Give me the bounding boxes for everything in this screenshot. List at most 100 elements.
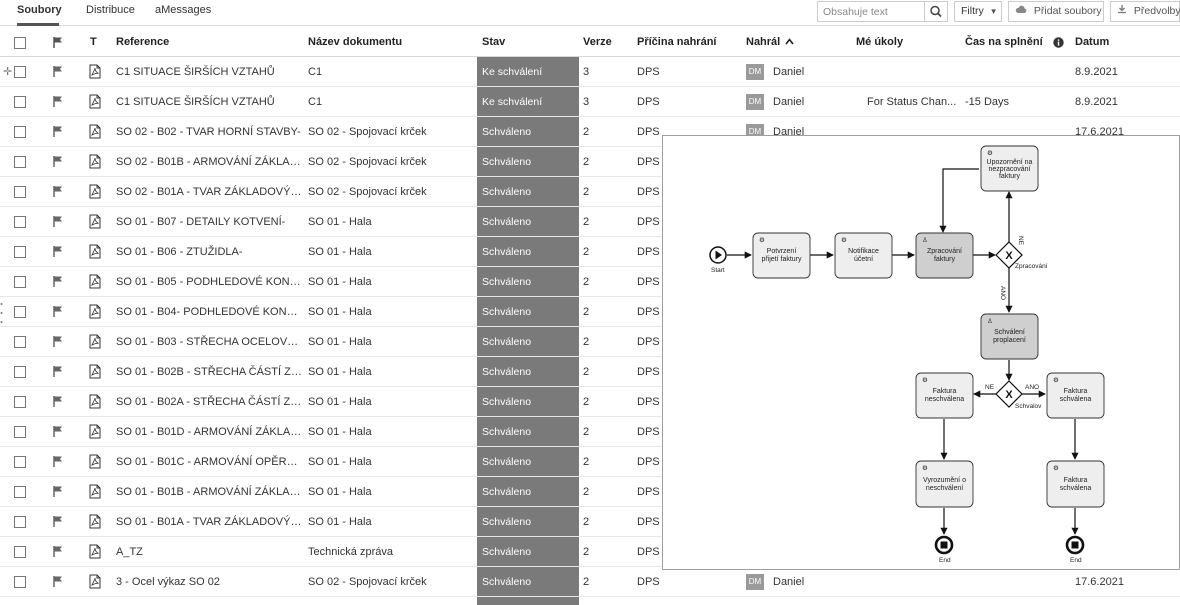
start-label: Start [711, 267, 725, 274]
reference-cell[interactable]: SO 01 - B02B - STŘECHA ČÁSTÍ ZÁ... [116, 366, 302, 378]
reference-cell[interactable]: SO 01 - B04- PODHLEDOVÉ KONST... [116, 306, 302, 318]
row-checkbox[interactable] [14, 186, 26, 198]
col-time-to-complete[interactable]: Čas na splnění [965, 36, 1043, 48]
row-checkbox[interactable] [14, 156, 26, 168]
row-checkbox[interactable] [14, 276, 26, 288]
flag-icon[interactable] [52, 365, 64, 381]
flag-icon[interactable] [52, 455, 64, 471]
reference-cell[interactable]: SO 01 - B03 - STŘECHA OCELOVÉ ... [116, 336, 302, 348]
table-row[interactable]: SO 01 - B03 - STŘECHA OCELOVÉ ... SO 01 -… [0, 327, 1180, 357]
row-checkbox[interactable] [14, 576, 26, 588]
table-row[interactable]: SO 01 - B06 - ZTUŽIDLA- SO 01 - Hala Schvá… [0, 237, 1180, 267]
row-checkbox[interactable] [14, 396, 26, 408]
flag-icon[interactable] [52, 95, 64, 111]
row-checkbox[interactable] [14, 126, 26, 138]
reference-cell[interactable]: SO 01 - B06 - ZTUŽIDLA- [116, 246, 243, 258]
flag-icon[interactable] [52, 185, 64, 201]
status-cell: Schváleno [482, 516, 532, 528]
flag-icon[interactable] [52, 335, 64, 351]
table-row[interactable]: ✛ C1 SITUACE ŠIRŠÍCH VZTAHŮ C1 Ke schválení… [0, 57, 1180, 87]
row-checkbox[interactable] [14, 426, 26, 438]
flag-icon[interactable] [52, 305, 64, 321]
col-date[interactable]: Datum [1075, 36, 1110, 48]
row-checkbox[interactable] [14, 96, 26, 108]
status-cell: Schváleno [482, 156, 532, 168]
flag-icon[interactable] [52, 485, 64, 501]
status-cell: Schváleno [482, 306, 532, 318]
reference-cell[interactable]: SO 01 - B01B - ARMOVÁNÍ ZÁKLAD... [116, 486, 302, 498]
info-icon[interactable] [1053, 37, 1064, 48]
search-input[interactable] [817, 1, 924, 22]
reference-cell[interactable]: SO 02 - B01B - ARMOVÁNÍ ZÁKLAD... [116, 156, 302, 168]
table-row[interactable]: SO 01 - B04- PODHLEDOVÉ KONST... SO 01 - … [0, 297, 1180, 327]
col-type[interactable]: T [90, 36, 97, 48]
row-checkbox[interactable] [14, 306, 26, 318]
row-checkbox[interactable] [14, 66, 26, 78]
flag-icon[interactable] [52, 125, 64, 141]
select-all-checkbox[interactable] [14, 37, 26, 49]
add-files-button[interactable]: Přidat soubory [1008, 1, 1104, 22]
reference-cell[interactable]: SO 01 - B01D - ARMOVÁNÍ ZÁKLAD... [116, 426, 302, 438]
task-confirm-line1: Potvrzení [767, 248, 797, 255]
row-checkbox[interactable] [14, 366, 26, 378]
table-row[interactable]: SO 01 - B01C - ARMOVÁNÍ OPĚRNÝ... SO 01 -… [0, 447, 1180, 477]
row-checkbox[interactable] [14, 336, 26, 348]
flag-icon[interactable] [52, 395, 64, 411]
flag-icon[interactable] [52, 545, 64, 561]
row-checkbox[interactable] [14, 516, 26, 528]
flag-icon[interactable] [52, 155, 64, 171]
drag-handle-icon[interactable]: ✛ [3, 66, 13, 78]
table-row[interactable]: SO 01 - B05 - PODHLEDOVÉ KONST... SO 01 -… [0, 267, 1180, 297]
row-checkbox[interactable] [14, 246, 26, 258]
col-upload-reason[interactable]: Příčina nahrání [637, 36, 717, 48]
flag-icon[interactable] [52, 215, 64, 231]
table-row[interactable]: SO 01 - B01A - TVAR ZÁKLADOVÝC... SO 01 -… [0, 507, 1180, 537]
table-row[interactable]: SO 01 - B01D - ARMOVÁNÍ ZÁKLAD... SO 01 -… [0, 417, 1180, 447]
col-document-name[interactable]: Název dokumentu [308, 36, 403, 48]
table-row[interactable]: 3 - Ocel výkaz SO 02 SO 02 - Spojovací kr… [0, 567, 1180, 597]
row-checkbox[interactable] [14, 546, 26, 558]
search-button[interactable] [924, 1, 948, 22]
flag-icon[interactable] [52, 275, 64, 291]
reference-cell[interactable]: SO 01 - B01C - ARMOVÁNÍ OPĚRNÝ... [116, 456, 302, 468]
flag-icon[interactable] [52, 575, 64, 591]
filters-button[interactable]: Filtry ▼ [954, 1, 1002, 22]
table-row[interactable]: C1 SITUACE ŠIRŠÍCH VZTAHŮ C1 Ke schválení 3… [0, 87, 1180, 117]
table-row[interactable]: A_TZ Technická zpráva Schváleno 2 DPS [0, 537, 1180, 567]
tab-amessages[interactable]: aMessages [155, 4, 212, 16]
col-version[interactable]: Verze [583, 36, 612, 48]
flag-icon[interactable] [52, 515, 64, 531]
reference-cell[interactable]: SO 02 - B02 - TVAR HORNÍ STAVBY- [116, 126, 301, 138]
preferences-button[interactable]: Předvolby [1110, 1, 1180, 22]
col-my-tasks[interactable]: Mé úkoly [856, 36, 904, 48]
row-checkbox[interactable] [14, 456, 26, 468]
col-uploaded-by[interactable]: Nahrál [746, 28, 794, 57]
flag-icon[interactable] [52, 245, 64, 261]
resize-handle[interactable] [0, 300, 3, 326]
reference-cell[interactable]: A_TZ [116, 546, 143, 558]
reference-cell[interactable]: SO 01 - B01A - TVAR ZÁKLADOVÝC... [116, 516, 302, 528]
my-task-cell[interactable]: For Status Chan... [867, 96, 957, 108]
table-row[interactable]: SO 02 - B01B - ARMOVÁNÍ ZÁKLAD... SO 02 -… [0, 147, 1180, 177]
table-row[interactable]: SO 01 - B02B - STŘECHA ČÁSTÍ ZÁ... SO 01 … [0, 357, 1180, 387]
table-row[interactable]: SO 01 - B07 - DETAILY KOTVENÍ- SO 01 - Ha… [0, 207, 1180, 237]
reference-cell[interactable]: C1 SITUACE ŠIRŠÍCH VZTAHŮ [116, 96, 275, 108]
reference-cell[interactable]: SO 01 - B02A - STŘECHA ČÁSTÍ ZÁ... [116, 396, 302, 408]
table-row[interactable]: SO 01 - B01B - ARMOVÁNÍ ZÁKLAD... SO 01 -… [0, 477, 1180, 507]
reference-cell[interactable]: SO 02 - B01A - TVAR ZÁKLADOVÝC... [116, 186, 302, 198]
tab-files[interactable]: Soubory [17, 0, 62, 26]
flag-icon[interactable] [52, 65, 64, 81]
table-row[interactable]: SO 01 - B02A - STŘECHA ČÁSTÍ ZÁ... SO 01 … [0, 387, 1180, 417]
row-checkbox[interactable] [14, 486, 26, 498]
tab-distribution[interactable]: Distribuce [86, 4, 135, 16]
table-row[interactable]: SO 02 - B01A - TVAR ZÁKLADOVÝC... SO 02 -… [0, 177, 1180, 207]
flag-icon[interactable] [52, 425, 64, 441]
col-status[interactable]: Stav [482, 36, 506, 48]
reference-cell[interactable]: SO 01 - B07 - DETAILY KOTVENÍ- [116, 216, 286, 228]
reference-cell[interactable]: C1 SITUACE ŠIRŠÍCH VZTAHŮ [116, 66, 275, 78]
row-checkbox[interactable] [14, 216, 26, 228]
reference-cell[interactable]: SO 01 - B05 - PODHLEDOVÉ KONST... [116, 276, 302, 288]
reference-cell[interactable]: 3 - Ocel výkaz SO 02 [116, 576, 220, 588]
col-reference[interactable]: Reference [116, 36, 170, 48]
pdf-file-icon [88, 64, 102, 82]
